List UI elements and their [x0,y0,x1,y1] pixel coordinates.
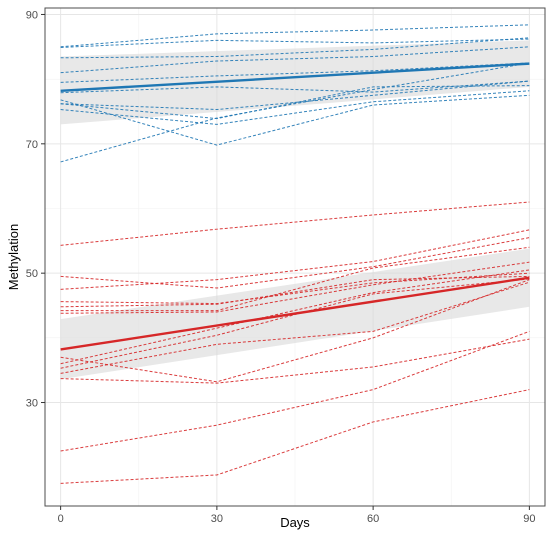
red-subject-line [60,269,530,365]
x-tick-label: 90 [523,513,535,525]
y-tick-label: 70 [26,139,38,151]
blue-subject-line [60,46,530,74]
blue-subject-line [60,62,530,83]
y-tick-label: 50 [26,268,38,280]
red-subject-line [60,330,530,452]
blue-subject-line [60,24,530,48]
red-subject-line [60,389,530,484]
red-trend-line [60,276,530,351]
y-tick-label: 30 [26,398,38,410]
red-subject-line [60,201,530,246]
subject-lines [60,24,530,484]
red-subject-line [60,281,530,374]
blue-confidence-ribbon [60,40,530,125]
axis-ticks: 0 30 60 90 30 50 70 90 [26,9,536,525]
x-axis-title: Days [280,515,310,530]
blue-subject-line [60,94,530,146]
blue-subject-line [60,80,530,111]
red-subject-line [60,261,530,314]
blue-subject-line [60,38,530,48]
red-subject-line [60,237,530,289]
red-subject-line [60,275,530,308]
x-tick-label: 0 [58,513,64,525]
red-subject-line [60,338,530,384]
red-subject-line [60,246,530,312]
panel-border [44,7,546,507]
blue-subject-line [60,62,530,163]
blue-subject-line [60,80,530,94]
red-subject-line [60,229,530,290]
y-tick-label: 90 [26,9,38,21]
blue-trend-line [60,62,530,92]
x-tick-label: 60 [367,513,379,525]
y-axis-title: Methylation [6,224,21,290]
blue-subject-line [60,85,530,120]
blue-subject-line [60,90,530,125]
blue-subject-line [60,37,530,59]
x-tick-label: 30 [211,513,223,525]
trend-lines [60,62,530,351]
